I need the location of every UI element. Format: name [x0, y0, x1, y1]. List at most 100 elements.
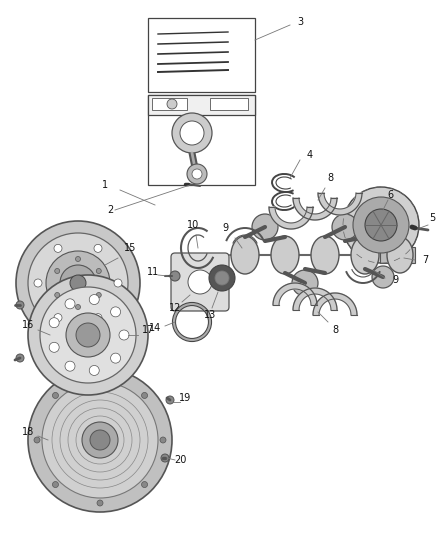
Circle shape: [28, 233, 128, 333]
Circle shape: [170, 271, 180, 281]
Circle shape: [215, 271, 229, 285]
FancyBboxPatch shape: [148, 18, 255, 92]
Text: 1: 1: [102, 180, 108, 190]
Text: 15: 15: [124, 243, 136, 253]
Polygon shape: [293, 198, 337, 220]
Circle shape: [343, 187, 419, 263]
Circle shape: [49, 342, 59, 352]
Circle shape: [96, 269, 101, 273]
Circle shape: [49, 318, 59, 328]
Circle shape: [53, 392, 58, 399]
Circle shape: [114, 279, 122, 287]
Circle shape: [110, 353, 120, 363]
FancyBboxPatch shape: [148, 95, 255, 185]
Text: 8: 8: [332, 325, 338, 335]
Circle shape: [89, 366, 99, 375]
Circle shape: [28, 275, 148, 395]
Circle shape: [65, 361, 75, 371]
Circle shape: [161, 454, 169, 462]
Text: 18: 18: [22, 427, 34, 437]
Circle shape: [16, 354, 24, 362]
Ellipse shape: [372, 266, 394, 288]
Text: 13: 13: [204, 310, 216, 320]
Text: 7: 7: [422, 255, 428, 265]
Ellipse shape: [387, 237, 413, 273]
FancyBboxPatch shape: [152, 98, 187, 110]
Ellipse shape: [351, 236, 379, 274]
Circle shape: [353, 197, 409, 253]
Circle shape: [187, 164, 207, 184]
Text: 16: 16: [22, 320, 34, 330]
Polygon shape: [313, 293, 357, 315]
Circle shape: [188, 270, 212, 294]
Circle shape: [94, 313, 102, 321]
Circle shape: [40, 287, 136, 383]
Circle shape: [119, 330, 129, 340]
Circle shape: [209, 265, 235, 291]
Circle shape: [76, 323, 100, 347]
Circle shape: [365, 209, 397, 241]
Circle shape: [28, 368, 172, 512]
Polygon shape: [318, 193, 362, 215]
Circle shape: [110, 307, 120, 317]
Text: 10: 10: [187, 220, 199, 230]
Circle shape: [90, 430, 110, 450]
Circle shape: [16, 301, 24, 309]
Circle shape: [172, 113, 212, 153]
Ellipse shape: [231, 236, 259, 274]
Text: 4: 4: [307, 150, 313, 160]
Text: 6: 6: [387, 190, 393, 200]
Circle shape: [75, 256, 81, 262]
Circle shape: [70, 275, 86, 291]
Circle shape: [46, 251, 110, 315]
Circle shape: [97, 500, 103, 506]
Ellipse shape: [332, 214, 358, 240]
Circle shape: [75, 304, 81, 310]
FancyBboxPatch shape: [148, 95, 255, 115]
FancyBboxPatch shape: [210, 98, 248, 110]
Circle shape: [34, 437, 40, 443]
Circle shape: [54, 244, 62, 252]
Circle shape: [42, 382, 158, 498]
Ellipse shape: [311, 236, 339, 274]
Circle shape: [55, 293, 60, 297]
Circle shape: [141, 481, 148, 488]
Circle shape: [166, 396, 174, 404]
Circle shape: [16, 221, 140, 345]
FancyBboxPatch shape: [171, 253, 229, 311]
Circle shape: [34, 279, 42, 287]
Text: 20: 20: [174, 455, 186, 465]
Polygon shape: [273, 283, 317, 305]
Text: 3: 3: [297, 17, 303, 27]
Circle shape: [180, 121, 204, 145]
Circle shape: [141, 392, 148, 399]
Text: 2: 2: [107, 205, 113, 215]
Text: 8: 8: [327, 173, 333, 183]
Ellipse shape: [292, 270, 318, 296]
Circle shape: [54, 313, 62, 321]
Text: 9: 9: [392, 275, 398, 285]
Circle shape: [82, 422, 118, 458]
Text: 5: 5: [429, 213, 435, 223]
Text: 19: 19: [179, 393, 191, 403]
Polygon shape: [293, 288, 337, 310]
Circle shape: [55, 269, 60, 273]
Text: 11: 11: [147, 267, 159, 277]
Text: 17: 17: [142, 325, 154, 335]
Circle shape: [97, 374, 103, 380]
Polygon shape: [269, 207, 313, 229]
Text: 9: 9: [222, 223, 228, 233]
Circle shape: [89, 295, 99, 304]
Circle shape: [160, 437, 166, 443]
Text: 12: 12: [169, 303, 181, 313]
Circle shape: [96, 293, 101, 297]
Ellipse shape: [252, 214, 278, 240]
Circle shape: [65, 299, 75, 309]
Circle shape: [167, 99, 177, 109]
Circle shape: [192, 169, 202, 179]
Circle shape: [94, 244, 102, 252]
Ellipse shape: [271, 236, 299, 274]
FancyBboxPatch shape: [380, 247, 415, 263]
Text: 14: 14: [149, 323, 161, 333]
Circle shape: [53, 481, 58, 488]
